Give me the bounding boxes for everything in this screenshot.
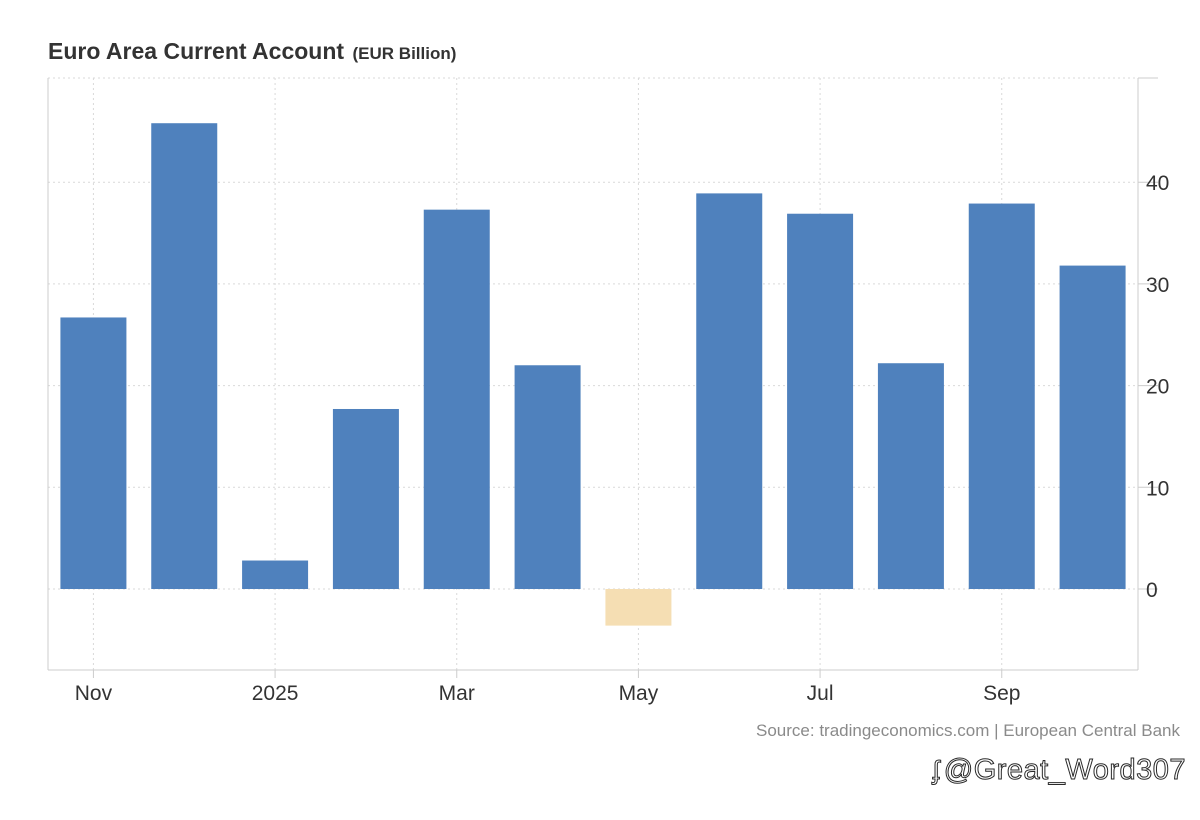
watermark: ʄ @Great_Word307 (932, 754, 1186, 787)
watermark-text: @Great_Word307 (943, 754, 1186, 787)
y-tick-label: 20 (1146, 376, 1169, 399)
chart-title-row: Euro Area Current Account (EUR Billion) (48, 38, 456, 65)
x-tick-label: 2025 (252, 682, 299, 705)
bar (787, 213, 854, 590)
bar (423, 209, 490, 589)
y-tick-label: 30 (1146, 274, 1169, 297)
bar (151, 123, 218, 590)
source-credit: Source: tradingeconomics.com | European … (756, 721, 1180, 740)
bar (60, 317, 127, 589)
x-tick-label: Jul (807, 682, 834, 705)
bar (332, 408, 399, 589)
bar (242, 560, 309, 589)
chart-title: Euro Area Current Account (48, 38, 345, 64)
bar (968, 203, 1035, 589)
bar (605, 589, 672, 626)
zhihu-logo-icon: ʄ (932, 755, 940, 786)
bars (60, 123, 1126, 626)
x-tick-label: Sep (983, 682, 1020, 705)
bar (877, 363, 944, 589)
x-tick-label: May (619, 682, 659, 705)
x-tick-labels: Nov 2025 Mar May Jul Sep (75, 682, 1021, 705)
y-tick-label: 10 (1146, 477, 1169, 500)
y-tick-label: 40 (1146, 172, 1169, 195)
y-tick-labels: 0 10 20 30 40 (1146, 172, 1169, 602)
y-tick-label: 0 (1146, 579, 1158, 602)
chart-unit: (EUR Billion) (352, 44, 457, 63)
x-tick-label: Nov (75, 682, 113, 705)
x-tick-label: Mar (439, 682, 475, 705)
axes (47, 77, 1158, 678)
bar (696, 193, 763, 589)
bar (1059, 265, 1126, 589)
bar (514, 365, 581, 589)
